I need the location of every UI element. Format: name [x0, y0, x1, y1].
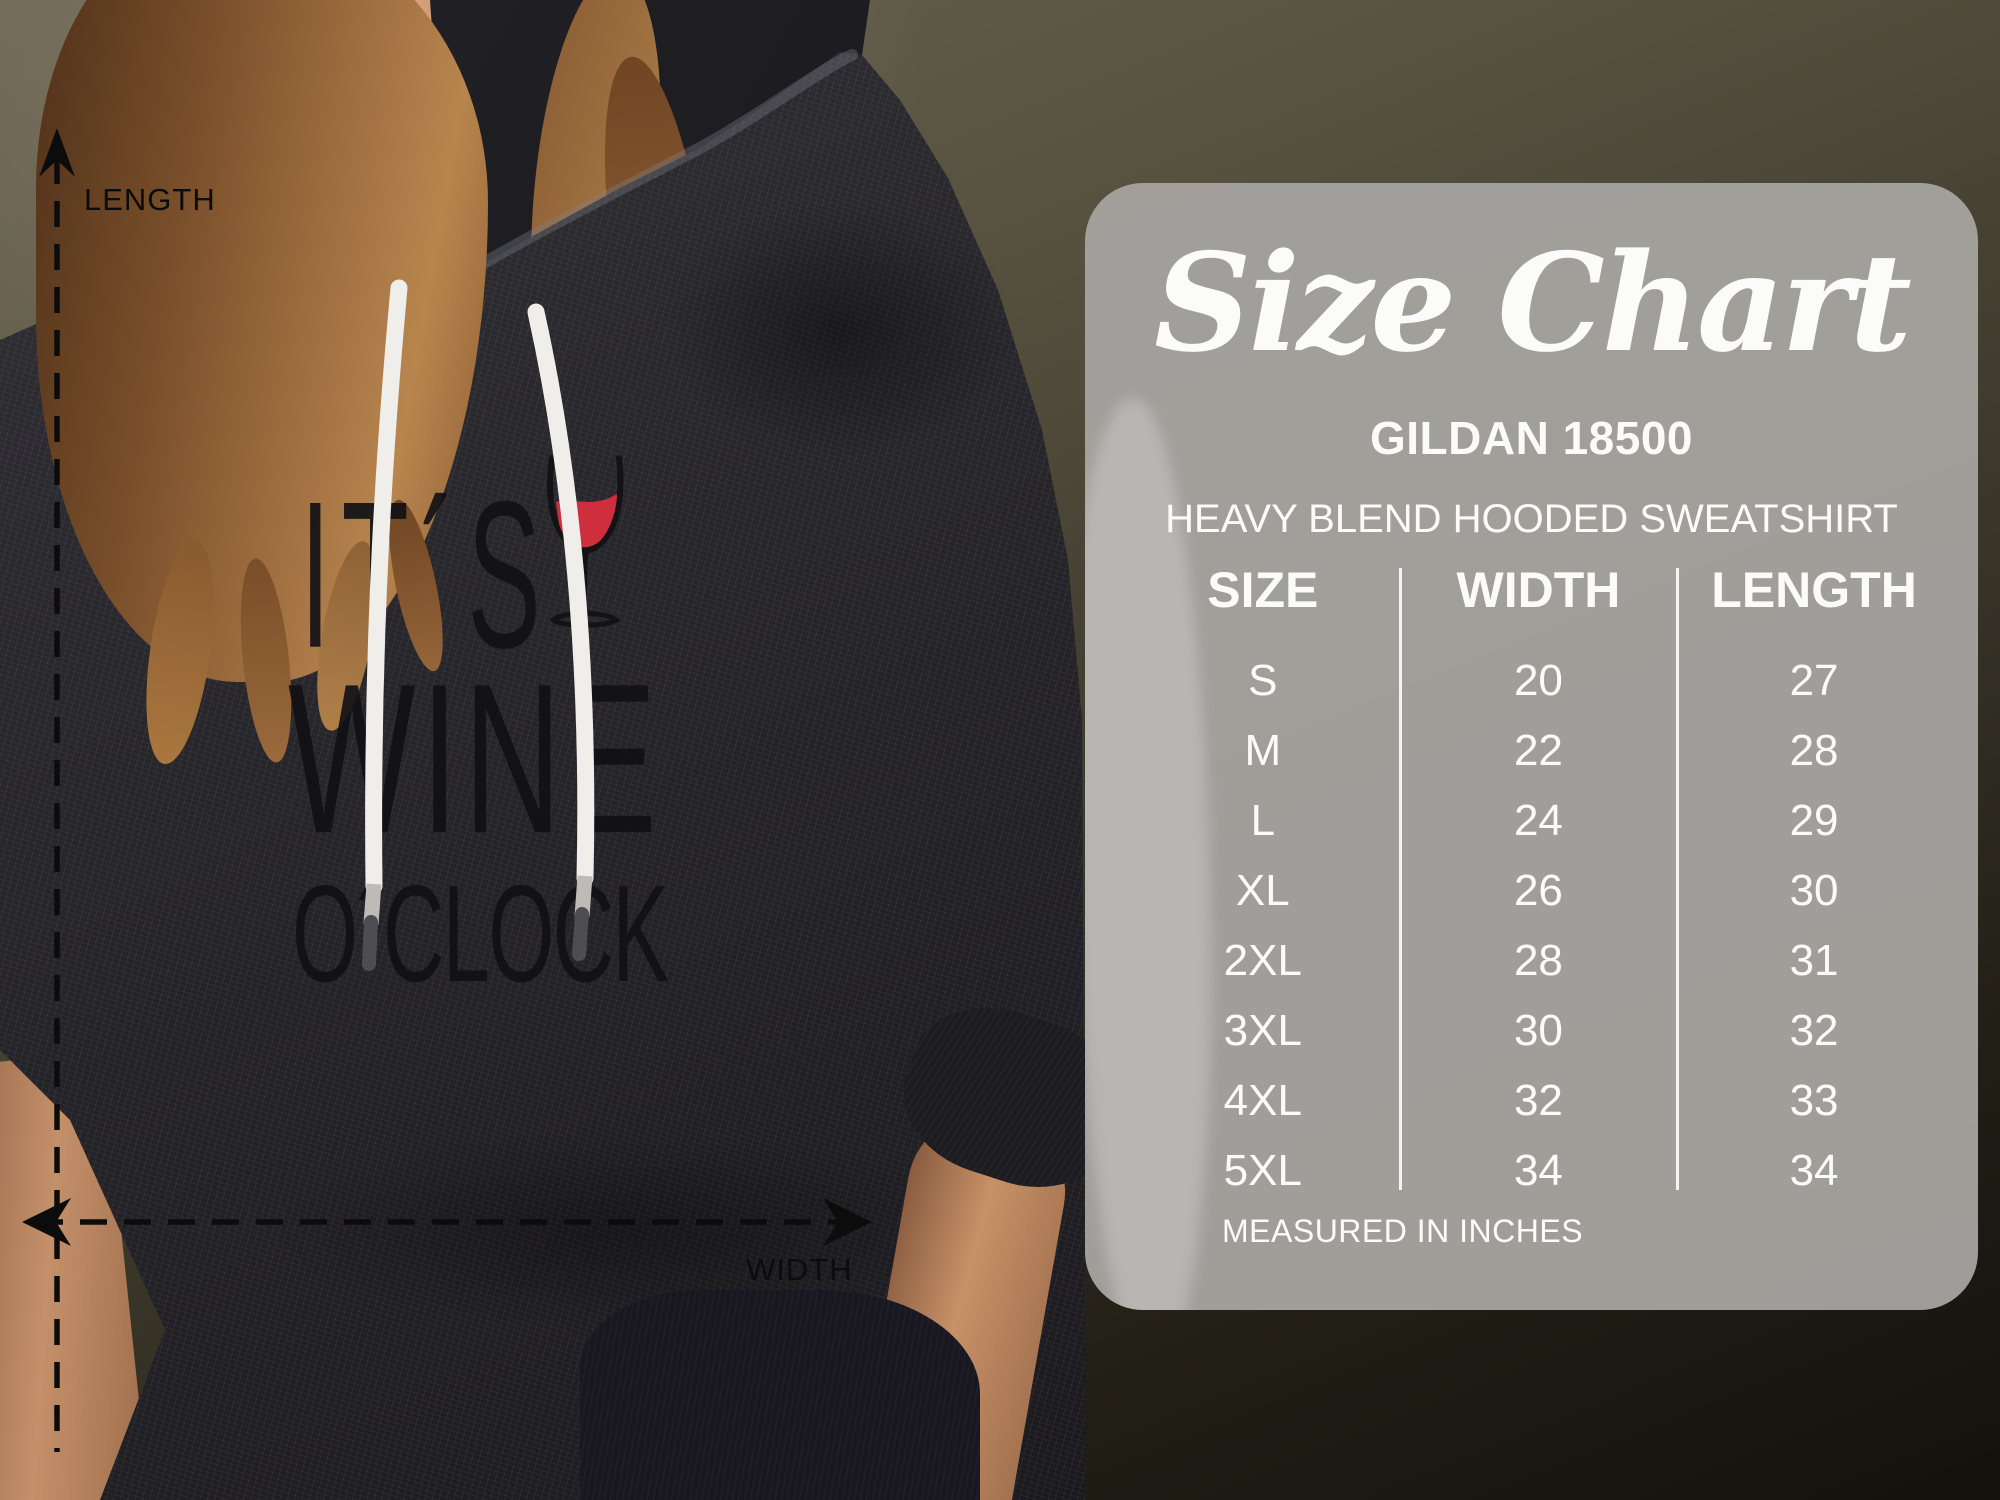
table-row: 4XL 32 33	[1125, 1066, 1952, 1136]
width-cell: 30	[1513, 1006, 1563, 1055]
garment-print-line2: WINE	[288, 639, 663, 878]
panel-brand-line: GILDAN 18500	[1369, 412, 1693, 464]
length-cell: 32	[1789, 1006, 1839, 1055]
table-body: S 20 27 M 22 28 L 24 29 XL 26 30	[1125, 646, 1952, 1206]
length-cell: 29	[1789, 796, 1839, 845]
length-cell: 34	[1789, 1146, 1839, 1195]
size-cell: 2XL	[1223, 936, 1302, 985]
length-column-header: LENGTH	[1711, 562, 1917, 618]
length-cell: 30	[1789, 866, 1839, 915]
size-cell: L	[1250, 796, 1276, 845]
table-column-divider	[1676, 568, 1679, 1190]
length-cell: 27	[1789, 656, 1839, 705]
width-cell: 22	[1513, 726, 1563, 775]
size-cell: 5XL	[1223, 1146, 1302, 1195]
length-cell: 28	[1789, 726, 1839, 775]
table-row: XL 26 30	[1125, 856, 1952, 926]
measured-in-inches-note: MEASURED IN INCHES	[1222, 1213, 1584, 1249]
garment-print-line1: IT´S	[300, 458, 552, 693]
panel-product-line: HEAVY BLEND HOODED SWEATSHIRT	[1165, 497, 1898, 541]
table-column-divider	[1399, 568, 1402, 1190]
length-cell: 31	[1789, 936, 1839, 985]
table-row: 3XL 30 32	[1125, 996, 1952, 1066]
size-table: SIZE WIDTH LENGTH S 20 27 M 22 28 L 24	[1125, 555, 1952, 1206]
size-cell: S	[1248, 656, 1278, 705]
table-row: 5XL 34 34	[1125, 1136, 1952, 1206]
kangaroo-pocket	[580, 1290, 980, 1500]
width-cell: 24	[1513, 796, 1563, 845]
width-cell: 34	[1513, 1146, 1563, 1195]
panel-title: Size Chart	[1154, 223, 1912, 382]
table-row: L 24 29	[1125, 786, 1952, 856]
size-chart-panel: Size Chart GILDAN 18500 HEAVY BLEND HOOD…	[1085, 183, 1978, 1310]
width-cell: 20	[1513, 656, 1563, 705]
width-cell: 32	[1513, 1076, 1563, 1125]
length-cell: 33	[1789, 1076, 1839, 1125]
size-cell: 4XL	[1223, 1076, 1302, 1125]
size-cell: 3XL	[1223, 1006, 1302, 1055]
garment-print-line3: O´CLOCK	[292, 857, 669, 1012]
table-header-row: SIZE WIDTH LENGTH	[1125, 555, 1952, 625]
size-cell: XL	[1235, 866, 1290, 915]
table-row: M 22 28	[1125, 716, 1952, 786]
width-column-header: WIDTH	[1456, 562, 1621, 618]
size-column-header: SIZE	[1207, 562, 1319, 618]
table-row: S 20 27	[1125, 646, 1952, 716]
width-cell: 28	[1513, 936, 1563, 985]
size-cell: M	[1244, 726, 1282, 775]
table-row: 2XL 28 31	[1125, 926, 1952, 996]
width-measure-label: WIDTH	[746, 1252, 853, 1287]
fabric-fold-shadow	[660, 200, 1020, 460]
width-cell: 26	[1513, 866, 1563, 915]
length-measure-label: LENGTH	[84, 182, 216, 217]
